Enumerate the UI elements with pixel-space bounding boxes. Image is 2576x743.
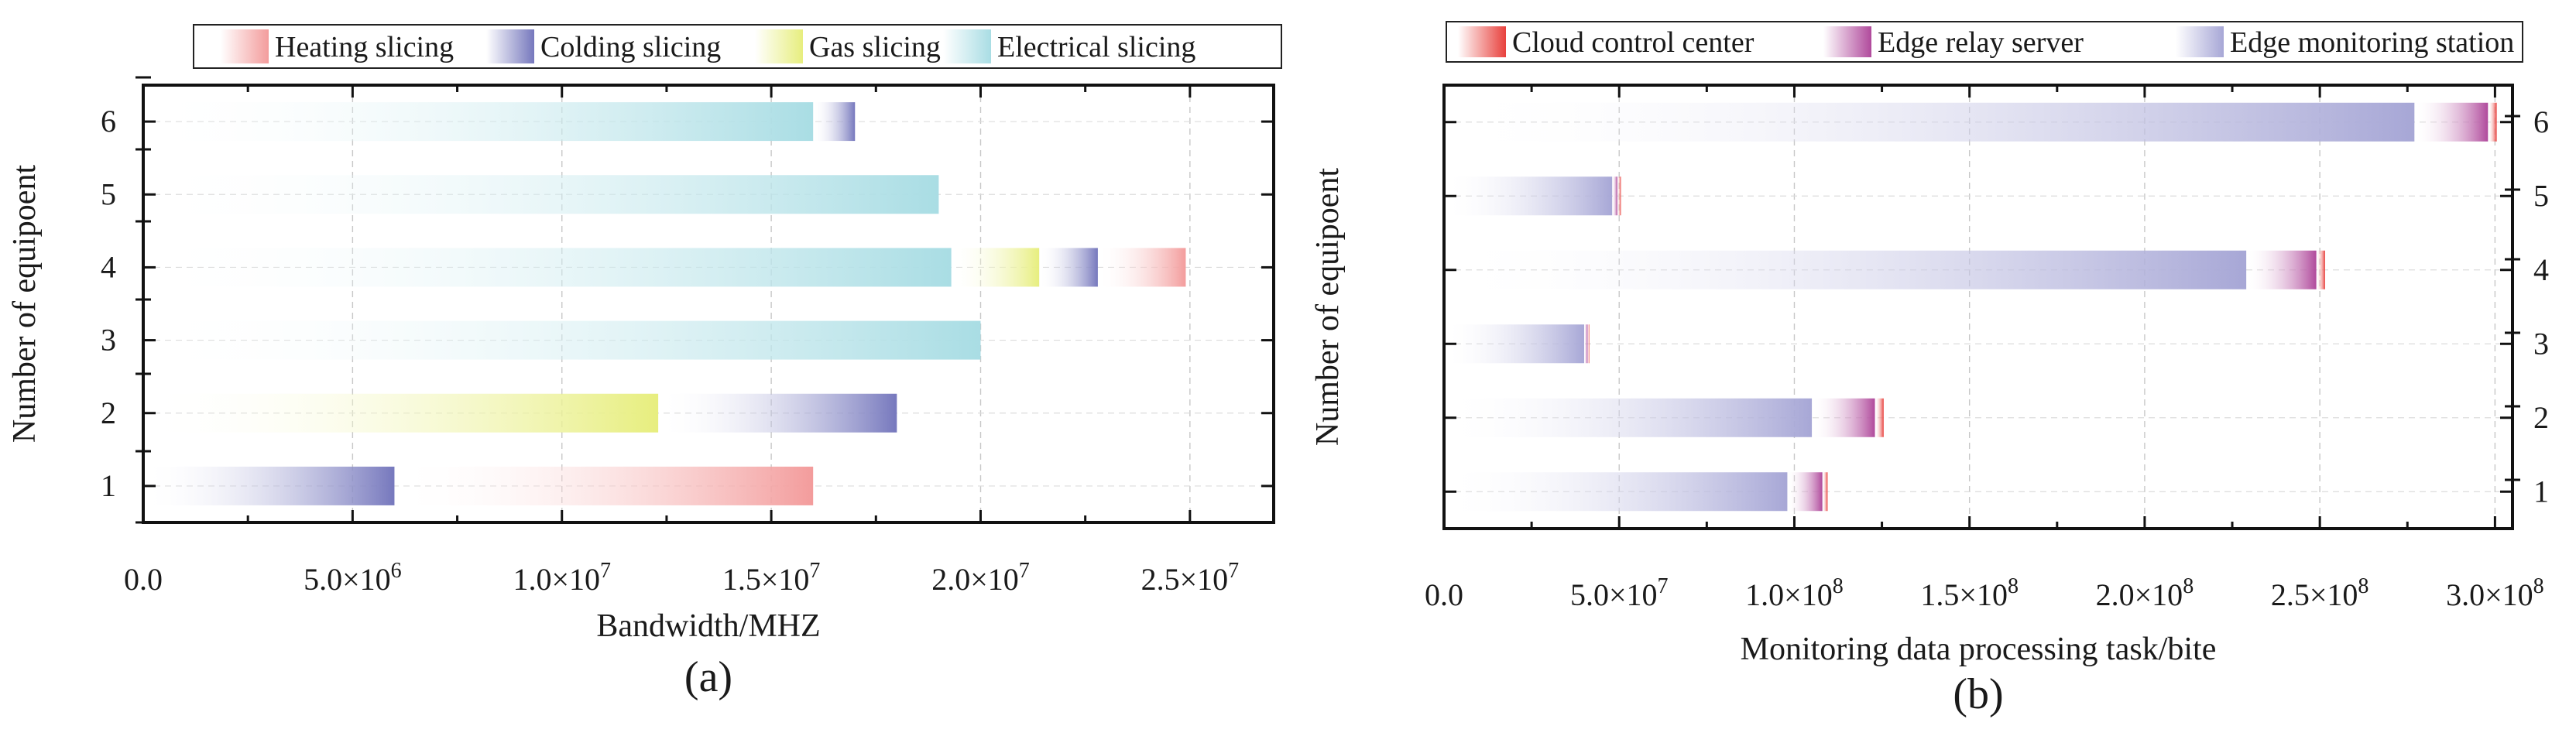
bar-heating-slicing-4: [1097, 248, 1186, 287]
bar-electrical-slicing-4: [143, 248, 952, 287]
legend-swatch-edge-relay-server: [1823, 26, 1871, 57]
y-tick-label: 6: [2533, 104, 2549, 139]
y-tick-label: 3: [101, 323, 116, 358]
bar-electrical-slicing-6: [143, 102, 814, 142]
legend-swatch-colding-slicing: [486, 29, 534, 63]
plot-frame: [1442, 84, 2514, 530]
bar-edge-relay-server-2: [1812, 398, 1875, 437]
legend-label: Heating slicing: [275, 31, 454, 63]
y-axis-label: Number of equipoent: [1310, 168, 1346, 447]
bar-edge-relay-server-5: [1612, 176, 1617, 216]
y-tick-label: 4: [2533, 252, 2549, 287]
bar-edge-relay-server-4: [2246, 250, 2317, 289]
chart-panel-b: 1 2 3 4 5 6 0.0 5.0×107 1.0×108 1.5×108 2.0×108 2.5…: [1310, 21, 2549, 718]
legend-label: Edge relay server: [1878, 26, 2084, 59]
y-tick-label: 6: [101, 104, 116, 139]
bar-edge-monitoring-station-2: [1444, 398, 1813, 437]
bar-edge-relay-server-6: [2414, 102, 2489, 142]
bar-edge-monitoring-station-5: [1444, 176, 1613, 216]
bar-colding-slicing-2: [658, 393, 897, 433]
legend-label: Cloud control center: [1512, 26, 1754, 59]
bar-heating-slicing-1: [394, 466, 814, 505]
y-tick-label: 1: [101, 468, 116, 503]
legend-label: Colding slicing: [540, 31, 721, 63]
bar-edge-monitoring-station-3: [1444, 324, 1584, 364]
legend-label: Edge monitoring station: [2230, 26, 2514, 59]
legend-label: Gas slicing: [809, 31, 941, 63]
legend-swatch-electrical-slicing: [943, 29, 991, 63]
y-axis-label: Number of equipoent: [7, 165, 43, 443]
x-axis-label: Monitoring data processing task/bite: [1741, 632, 2217, 667]
x-tick-label: 1.0×107: [513, 559, 611, 597]
x-axis-label: Bandwidth/MHZ: [596, 608, 820, 644]
x-tick-label: 1.0×108: [1745, 574, 1844, 612]
legend-box: [1446, 21, 2523, 63]
x-tick-label: 0.0: [124, 562, 163, 597]
bar-colding-slicing-1: [143, 466, 395, 505]
y-tick-label: 2: [2533, 400, 2549, 435]
bar-cloud-control-center-2: [1875, 398, 1884, 437]
y-tick-label: 3: [2533, 326, 2549, 361]
bar-colding-slicing-4: [1039, 248, 1098, 287]
x-tick-label: 5.0×106: [304, 559, 402, 597]
y-tick-label: 2: [101, 395, 116, 430]
bar-colding-slicing-6: [813, 102, 856, 142]
x-tick-label: 1.5×107: [722, 559, 821, 597]
x-tick-label: 5.0×107: [1570, 574, 1669, 612]
x-tick-label: 2.5×108: [2271, 574, 2369, 612]
bar-gas-slicing-4: [951, 248, 1040, 287]
legend-swatch-cloud-control-center: [1458, 26, 1506, 57]
bar-cloud-control-center-4: [2316, 250, 2325, 289]
legend-swatch-edge-monitoring-station: [2176, 26, 2224, 57]
y-tick-label: 4: [101, 249, 116, 284]
y-tick-label: 5: [101, 176, 116, 211]
bar-cloud-control-center-5: [1617, 176, 1621, 216]
x-tick-label: 1.5×108: [1920, 574, 2019, 612]
legend-box: [193, 24, 1282, 69]
bar-edge-relay-server-1: [1787, 472, 1823, 512]
chart-panel-a: 1 2 3 4 5 6 0.0 5.0×106 1.0×107 1.5×107 2.0×107 2.5…: [7, 24, 1282, 701]
y-tick-label: 1: [2533, 474, 2549, 508]
bar-cloud-control-center-3: [1587, 324, 1590, 364]
y-tick-label: 5: [2533, 178, 2549, 213]
bar-cloud-control-center-6: [2488, 102, 2497, 142]
bar-edge-monitoring-station-1: [1444, 472, 1788, 512]
bar-electrical-slicing-5: [143, 175, 939, 214]
plot-frame: [142, 84, 1275, 524]
panel-label: (b): [1953, 670, 2003, 718]
panel-label: (a): [684, 653, 732, 701]
bar-gas-slicing-2: [143, 393, 659, 433]
legend-label: Electrical slicing: [997, 31, 1195, 63]
x-tick-label: 2.5×107: [1141, 559, 1240, 597]
x-tick-label: 2.0×108: [2096, 574, 2194, 612]
bar-edge-relay-server-3: [1583, 324, 1588, 364]
x-tick-label: 0.0: [1425, 577, 1463, 612]
legend-swatch-heating-slicing: [221, 29, 269, 63]
x-tick-label: 2.0×107: [931, 559, 1030, 597]
bar-edge-monitoring-station-4: [1444, 250, 2247, 289]
bar-cloud-control-center-1: [1822, 472, 1828, 512]
legend-swatch-gas-slicing: [755, 29, 803, 63]
x-tick-label: 3.0×108: [2446, 574, 2544, 612]
bar-edge-monitoring-station-6: [1444, 102, 2415, 142]
bar-electrical-slicing-3: [143, 320, 981, 360]
